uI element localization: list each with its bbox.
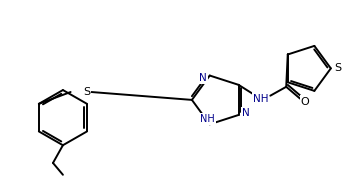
Text: S: S bbox=[334, 63, 341, 73]
Text: N: N bbox=[242, 108, 249, 118]
Text: S: S bbox=[83, 87, 90, 97]
Text: NH: NH bbox=[201, 114, 215, 124]
Text: O: O bbox=[301, 97, 310, 107]
Text: NH: NH bbox=[253, 94, 268, 104]
Text: N: N bbox=[199, 73, 207, 82]
